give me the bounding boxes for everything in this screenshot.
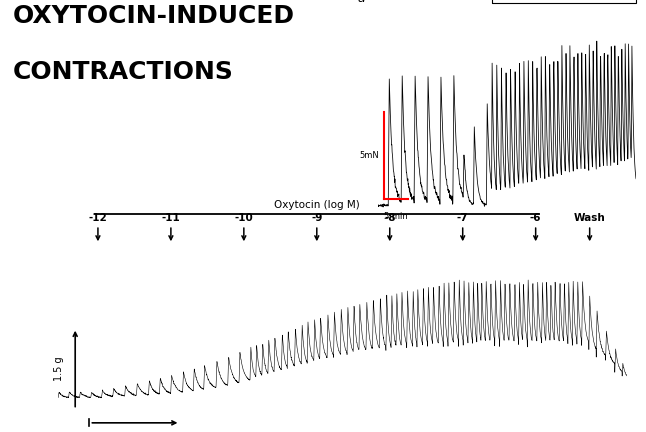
Text: -12: -12 — [89, 213, 107, 223]
Text: Oxytocin (log M): Oxytocin (log M) — [274, 200, 360, 210]
Text: CONTRACTIONS: CONTRACTIONS — [13, 60, 234, 85]
Text: 5 min: 5 min — [384, 212, 408, 221]
Text: -7: -7 — [457, 213, 468, 223]
Text: 5mN: 5mN — [359, 151, 379, 160]
Text: OXYTOCIN-INDUCED: OXYTOCIN-INDUCED — [13, 4, 295, 29]
Text: 1.5 g: 1.5 g — [54, 356, 64, 381]
Text: -9: -9 — [311, 213, 322, 223]
Text: a: a — [357, 0, 365, 5]
Text: -10: -10 — [234, 213, 253, 223]
Text: -6: -6 — [530, 213, 541, 223]
Text: -11: -11 — [162, 213, 180, 223]
Text: -8: -8 — [384, 213, 395, 223]
Text: Wash: Wash — [574, 213, 605, 223]
Bar — [492, 0, 636, 3]
